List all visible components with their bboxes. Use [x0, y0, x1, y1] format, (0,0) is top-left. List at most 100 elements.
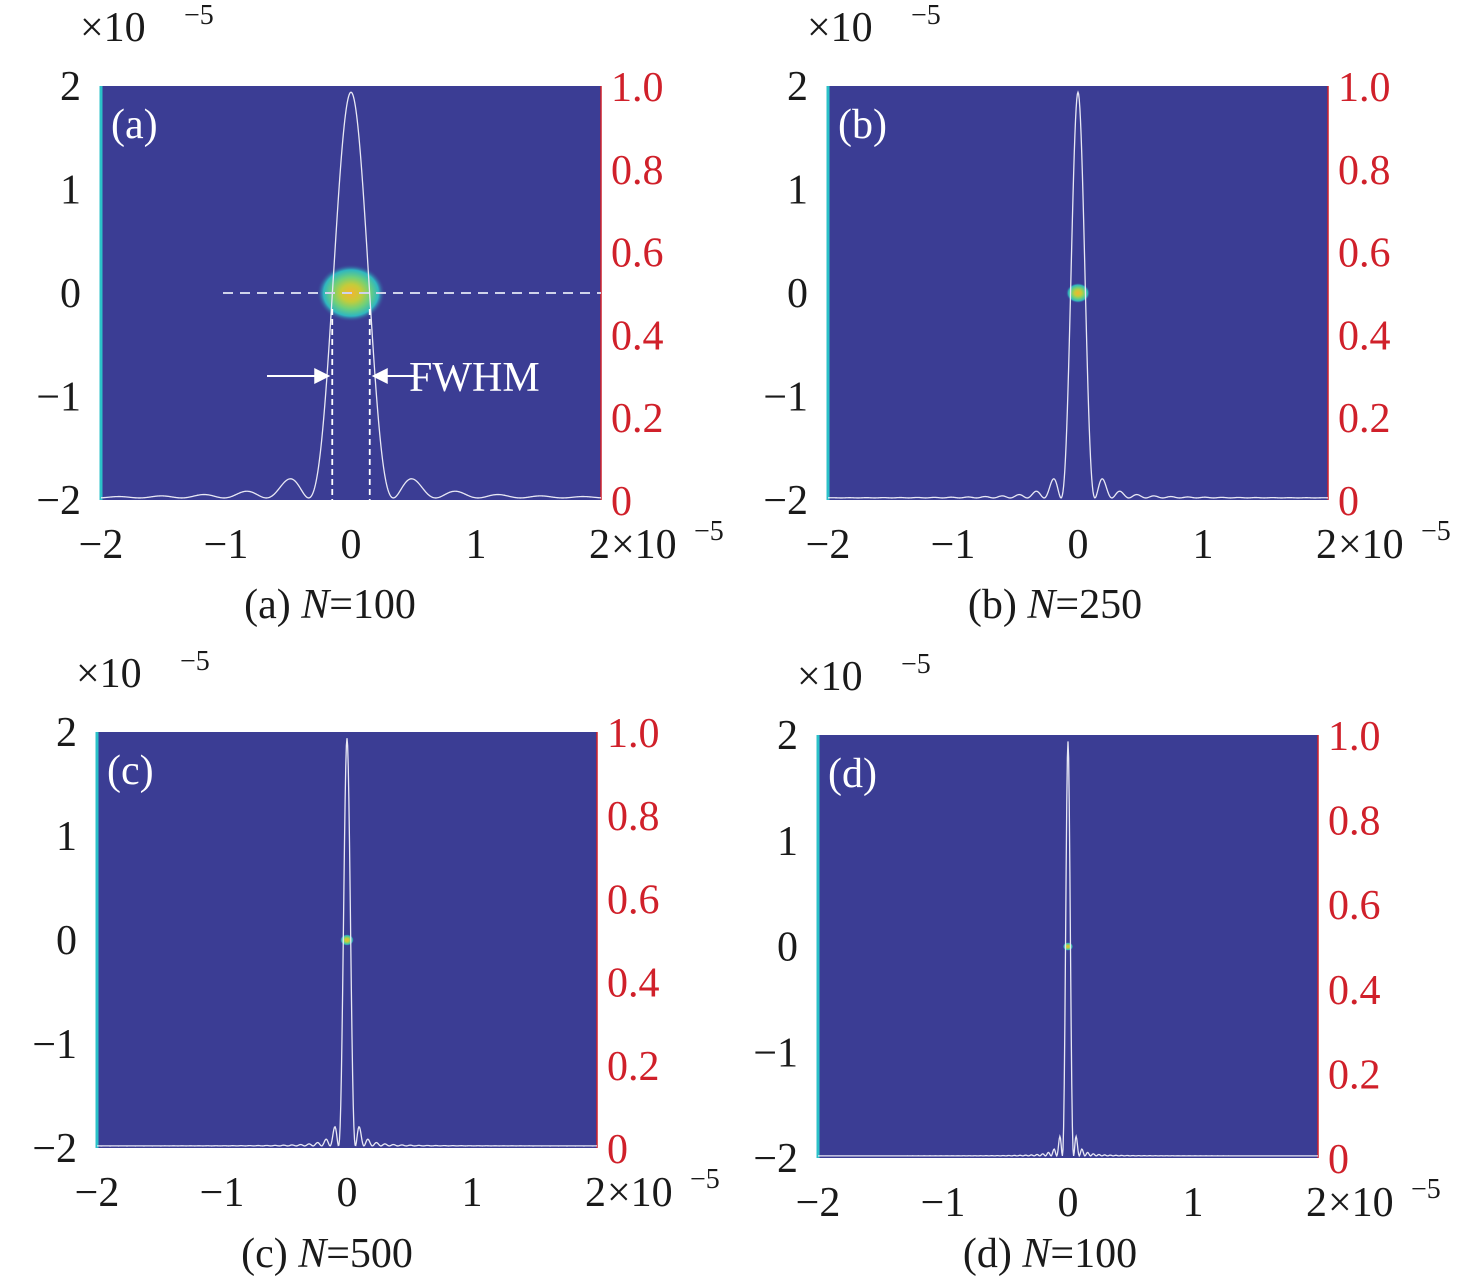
y2-tick-label: 0.2 — [611, 396, 664, 442]
x-exponent-power: −5 — [1421, 516, 1451, 547]
x-tick-label: −1 — [200, 1170, 245, 1216]
x-tick-label: −2 — [79, 522, 124, 568]
intensity-profile-line — [97, 738, 597, 1147]
y-tick-label: −1 — [753, 1030, 798, 1076]
y-tick-label: −2 — [36, 478, 81, 524]
caption-n-symbol: N — [1021, 1231, 1052, 1277]
y2-tick-label: 0.2 — [607, 1044, 660, 1090]
y2-tick-label: 0 — [1338, 479, 1359, 525]
fwhm-label: FWHM — [409, 355, 540, 401]
focal-spot — [1065, 282, 1091, 304]
y2-tick-label: 1.0 — [607, 711, 660, 757]
y2-tick-label: 0.4 — [1328, 968, 1381, 1014]
y-tick-label: 2 — [60, 64, 81, 110]
y2-tick-label: 1.0 — [611, 65, 664, 111]
panel-label: (d) — [828, 751, 877, 797]
y2-tick-label: 0.6 — [611, 231, 664, 277]
panel-label: (b) — [838, 102, 887, 148]
x-exponent-power: −5 — [1411, 1174, 1441, 1205]
y-tick-label: −1 — [763, 375, 808, 421]
intensity-profile-line — [100, 91, 602, 499]
y-tick-label: 1 — [56, 814, 77, 860]
y-tick-label: 1 — [777, 819, 798, 865]
x-tick-label: 1 — [466, 522, 487, 568]
panel-c: (c)210−1−2×10 −51.00.80.60.40.20−2 −1 0 1 2 ×1… — [32, 646, 719, 1277]
y-exponent-label: ×10 — [807, 5, 873, 51]
y-tick-label: 2 — [787, 64, 808, 110]
panel-b: (b)210−1−2×10 −51.00.80.60.40.20−2 −1 0 1 2 ×1… — [763, 0, 1450, 628]
y2-tick-label: 0.2 — [1328, 1052, 1381, 1098]
y2-tick-label: 0 — [611, 479, 632, 525]
x-tick-label: 1 — [1183, 1180, 1204, 1226]
y-tick-label: −1 — [36, 375, 81, 421]
caption-value: =100 — [329, 582, 416, 628]
y-tick-label: −1 — [32, 1022, 77, 1068]
y2-tick-label: 1.0 — [1338, 65, 1391, 111]
y2-tick-label: 0.4 — [1338, 313, 1391, 359]
y2-tick-label: 0.6 — [1328, 883, 1381, 929]
y-tick-label: −2 — [753, 1136, 798, 1182]
x-tick-label: 0 — [337, 1170, 358, 1216]
x-tick-label: 2 — [589, 522, 610, 568]
panel-caption: (c) N=500 — [241, 1231, 413, 1277]
y-exponent-power: −5 — [180, 646, 210, 677]
panel-label: (a) — [111, 102, 158, 148]
x-exponent-power: −5 — [694, 516, 724, 547]
x-tick-label: 2 — [1306, 1180, 1327, 1226]
x-exponent-label: ×10 — [607, 1170, 673, 1216]
intensity-profile-line — [817, 741, 1319, 1158]
caption-value: =100 — [1050, 1231, 1137, 1277]
y-tick-label: 0 — [60, 271, 81, 317]
focal-spot — [340, 934, 354, 946]
y-exponent-power: −5 — [901, 649, 931, 680]
caption-n-symbol: N — [300, 582, 331, 628]
x-tick-label: 2 — [1316, 522, 1337, 568]
y-exponent-label: ×10 — [80, 5, 146, 51]
y2-tick-label: 0.4 — [607, 961, 660, 1007]
x-tick-label: −2 — [806, 522, 851, 568]
x-tick-label: −2 — [75, 1170, 120, 1216]
x-tick-label: 2 — [585, 1170, 606, 1216]
x-tick-label: 0 — [341, 522, 362, 568]
caption-value: =500 — [326, 1231, 413, 1277]
panel-label: (c) — [107, 748, 154, 794]
fwhm-left-arrow-head-icon — [314, 368, 331, 384]
y2-tick-label: 0.8 — [1338, 148, 1391, 194]
y-tick-label: 0 — [787, 271, 808, 317]
y2-tick-label: 0.8 — [611, 148, 664, 194]
y-exponent-label: ×10 — [76, 651, 142, 697]
y2-tick-label: 0.2 — [1338, 396, 1391, 442]
x-exponent-label: ×10 — [1328, 1180, 1394, 1226]
y-tick-label: 0 — [777, 925, 798, 971]
y-tick-label: 2 — [56, 710, 77, 756]
y-tick-label: 1 — [60, 168, 81, 214]
panel-caption: (d) N=100 — [963, 1231, 1137, 1277]
x-tick-label: 1 — [462, 1170, 483, 1216]
y2-tick-label: 1.0 — [1328, 714, 1381, 760]
panel-caption: (b) N=250 — [968, 582, 1142, 628]
intensity-profile-line — [827, 90, 1329, 499]
y2-tick-label: 0.8 — [1328, 799, 1381, 845]
y-exponent-power: −5 — [911, 0, 941, 31]
caption-n-symbol: N — [1026, 582, 1057, 628]
x-exponent-label: ×10 — [1338, 522, 1404, 568]
caption-prefix: (b) — [968, 582, 1027, 628]
caption-value: =250 — [1055, 582, 1142, 628]
x-tick-label: −2 — [796, 1180, 841, 1226]
panel-d: (d)210−1−2×10 −51.00.80.60.40.20−2 −1 0 1 2 ×1… — [753, 649, 1440, 1277]
panel-a: FWHM (a) 2 1 0 −1 −2 ×10 −5 1.0 0.8 0.6 0.4 0.2 0 −2 −1 0… — [36, 0, 723, 628]
y2-tick-label: 0.6 — [1338, 231, 1391, 277]
x-tick-label: 0 — [1068, 522, 1089, 568]
y-tick-label: 0 — [56, 918, 77, 964]
y-tick-label: 2 — [777, 713, 798, 759]
y-tick-label: −2 — [32, 1126, 77, 1172]
caption-prefix: (a) — [244, 582, 301, 628]
x-exponent-label: ×10 — [611, 522, 677, 568]
focal-spot — [1062, 942, 1074, 951]
caption-prefix: (d) — [963, 1231, 1022, 1277]
x-exponent-power: −5 — [690, 1164, 720, 1195]
y2-tick-label: 0 — [607, 1127, 628, 1173]
y-tick-label: −2 — [763, 478, 808, 524]
y-exponent-label: ×10 — [797, 654, 863, 700]
